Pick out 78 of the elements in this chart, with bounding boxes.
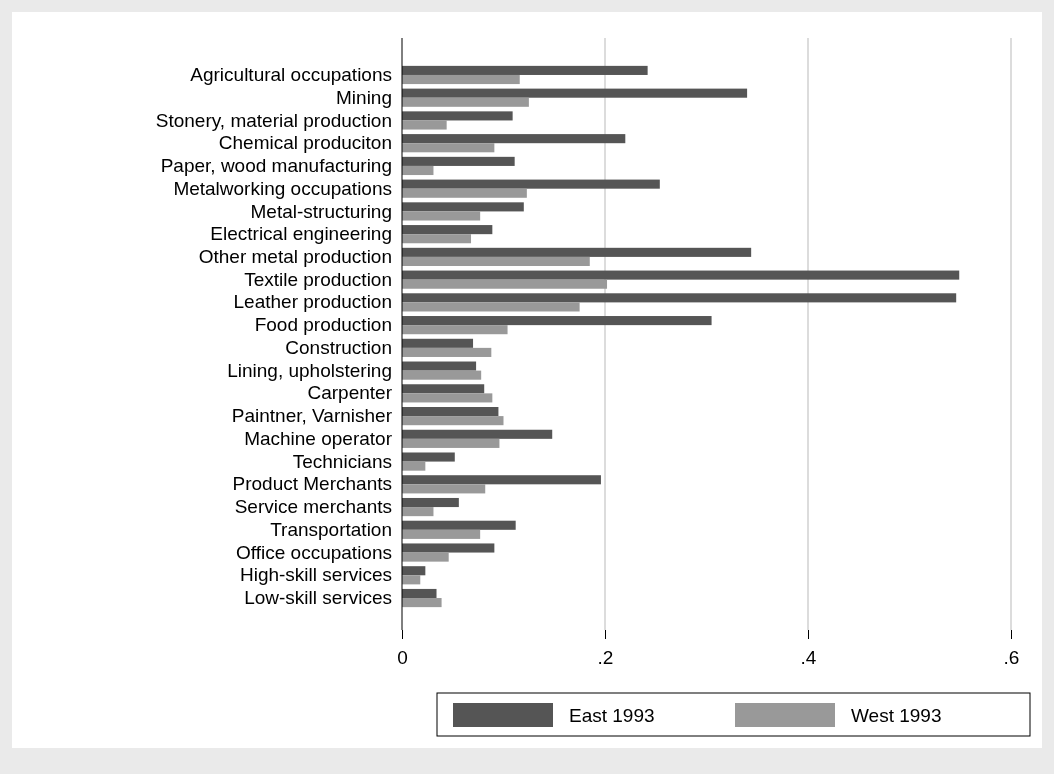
- bar: [402, 65, 648, 75]
- bar: [402, 520, 516, 530]
- bar: [402, 529, 481, 539]
- y-tick-label: Stonery, material production: [155, 109, 392, 131]
- y-tick-label: Textile production: [244, 268, 392, 290]
- y-tick-label: Service merchants: [234, 496, 392, 518]
- bar: [402, 279, 608, 289]
- text: East 1993: [569, 705, 655, 726]
- bar: [402, 234, 472, 244]
- bar: [402, 361, 477, 371]
- bar: [402, 497, 459, 508]
- bar: [402, 370, 482, 380]
- y-tick-label: Chemical produciton: [218, 132, 392, 154]
- y-tick-label: Low-skill services: [244, 587, 392, 609]
- bar: [402, 302, 580, 312]
- bar: [402, 111, 513, 121]
- bar: [402, 120, 447, 130]
- bar: [402, 552, 449, 562]
- bar: [402, 188, 527, 198]
- bar: [402, 143, 495, 153]
- bar: [402, 165, 434, 176]
- bar: [402, 97, 529, 107]
- y-tick-label: Paper, wood manufacturing: [160, 155, 392, 177]
- text: West 1993: [851, 705, 942, 726]
- y-tick-label: Electrical engineering: [210, 223, 392, 245]
- bar: [402, 270, 960, 280]
- bar: [402, 461, 426, 471]
- bar: [402, 225, 493, 235]
- y-tick-label: Lining, upholstering: [227, 359, 392, 381]
- bar: [402, 438, 500, 448]
- bar: [402, 347, 492, 357]
- bar: [402, 416, 504, 426]
- x-tick-label: .6: [1003, 647, 1020, 669]
- y-tick-label: Other metal production: [198, 245, 392, 267]
- bar: [402, 74, 520, 85]
- bar: [402, 293, 957, 303]
- y-tick-label: Construction: [285, 336, 392, 358]
- bar: [402, 247, 752, 257]
- bar: [402, 202, 524, 212]
- y-tick-label: Product Merchants: [232, 473, 392, 495]
- y-tick-label: Mining: [336, 86, 392, 108]
- bar: [402, 211, 481, 221]
- x-tick-label: .2: [597, 647, 614, 669]
- bar: [402, 156, 515, 166]
- y-tick-label: Metalworking occupations: [173, 177, 392, 199]
- bar: [402, 179, 660, 189]
- bar: [402, 588, 437, 599]
- y-tick-label: Machine operator: [244, 427, 393, 449]
- y-tick-label: Carpenter: [307, 382, 393, 404]
- bar: [402, 256, 590, 266]
- x-tick-label: .4: [800, 647, 817, 669]
- y-tick-label: Metal-structuring: [250, 200, 392, 222]
- bar: [402, 507, 434, 517]
- bar: [402, 484, 486, 494]
- bar: [402, 393, 493, 403]
- bar: [402, 429, 553, 439]
- y-tick-label: High-skill services: [239, 564, 392, 586]
- bar: [402, 452, 455, 462]
- y-tick-label: Office occupations: [236, 541, 392, 563]
- bar: [402, 566, 426, 576]
- bar: [402, 316, 712, 326]
- bar: [402, 407, 499, 417]
- x-tick-label: 0: [397, 647, 408, 669]
- y-tick-label: Agricultural occupations: [190, 64, 392, 86]
- y-tick-label: Leather production: [233, 291, 392, 313]
- bar: [402, 543, 495, 553]
- y-tick-label: Food production: [254, 314, 392, 336]
- bar: [402, 88, 748, 98]
- bar: [402, 475, 601, 485]
- y-tick-label: Technicians: [292, 450, 392, 472]
- bar: [402, 384, 485, 394]
- y-tick-label: Transportation: [270, 518, 392, 540]
- bar: [402, 338, 474, 348]
- bar: [402, 575, 421, 585]
- bar: [402, 134, 626, 144]
- y-tick-label: Paintner, Varnisher: [231, 405, 393, 427]
- bar: [402, 598, 442, 608]
- bar: [402, 325, 508, 335]
